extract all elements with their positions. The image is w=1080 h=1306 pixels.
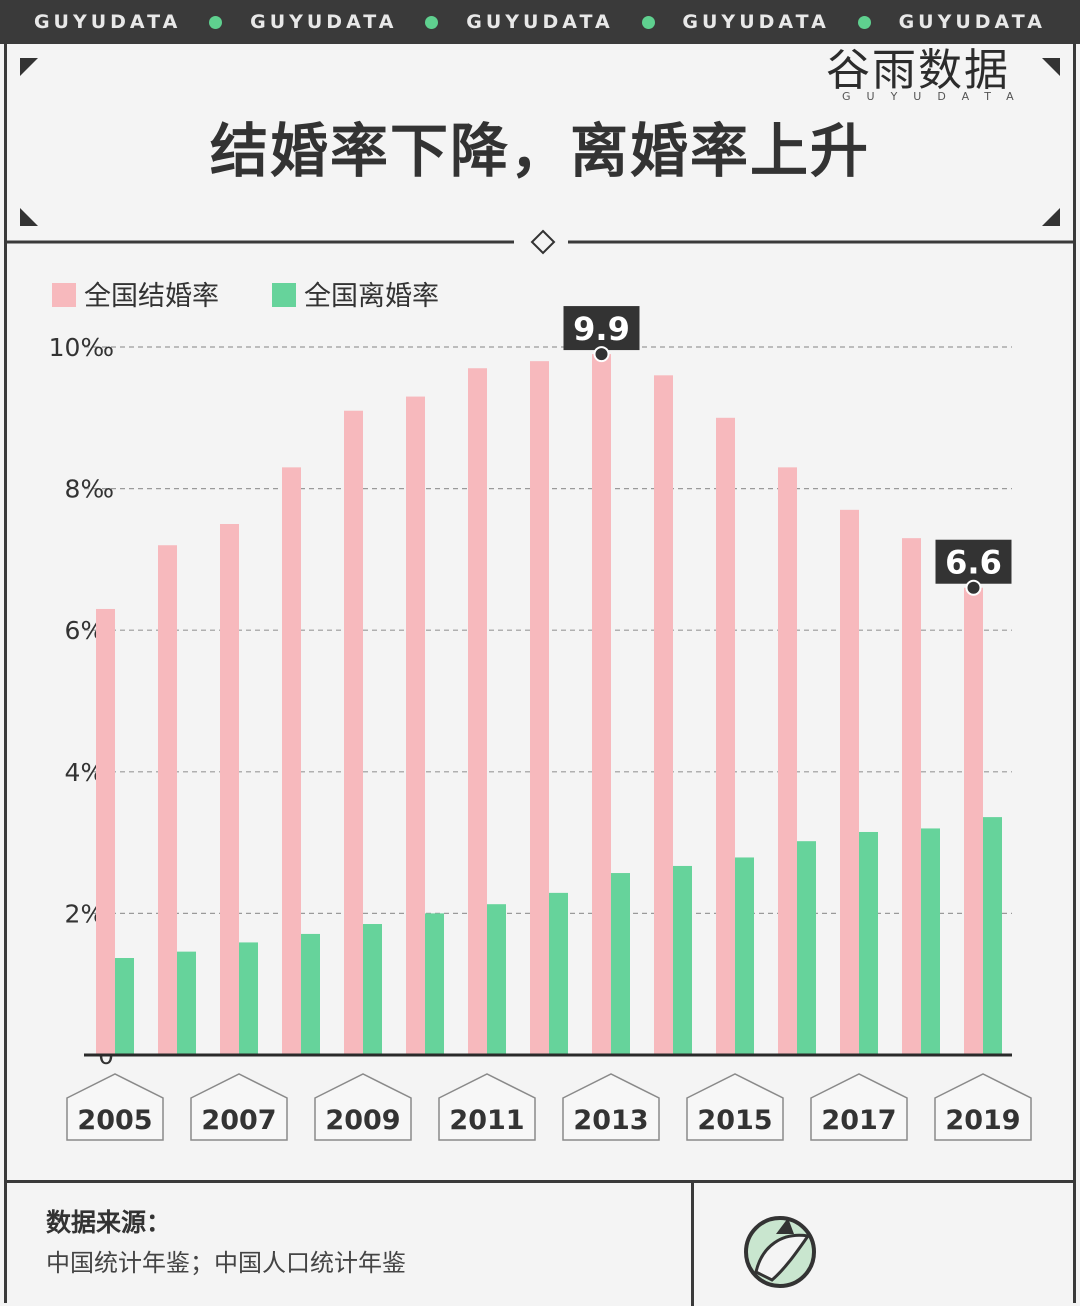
bar-divorce-rate	[735, 857, 754, 1055]
corner-icon	[20, 208, 38, 226]
data-label: 6.6	[935, 539, 1012, 596]
x-axis-ticks: 2005 2007 2009 2011 2013 2015 2017 2019	[66, 1073, 1032, 1141]
data-point-marker	[965, 579, 982, 596]
x-tick-label: 2011	[449, 1105, 524, 1136]
x-tick-tag	[810, 1073, 908, 1141]
data-label-text: 6.6	[945, 544, 1002, 582]
title-decoration	[4, 58, 1076, 255]
source-text: 中国统计年鉴；中国人口统计年鉴	[46, 1249, 406, 1277]
legend-label-divorce: 全国离婚率	[304, 281, 439, 312]
brand-strip: GUYUDATA GUYUDATA GUYUDATA GUYUDATA GUYU…	[0, 0, 1080, 44]
x-tick-label: 2015	[697, 1105, 772, 1136]
bar-marriage-rate	[158, 545, 177, 1055]
footer: 数据来源： 中国统计年鉴；中国人口统计年鉴	[4, 1180, 1076, 1306]
corner-icon	[1042, 208, 1060, 226]
brand-text: GUYUDATA	[682, 11, 830, 33]
bar-marriage-rate	[902, 538, 921, 1055]
brand-text: GUYUDATA	[33, 11, 182, 33]
x-tick-tag	[934, 1073, 1032, 1141]
dot-icon	[641, 15, 655, 29]
x-tick: 2017	[810, 1073, 908, 1141]
bar-divorce-rate	[115, 958, 134, 1055]
bar-marriage-rate	[468, 368, 487, 1055]
data-point-marker	[593, 346, 610, 363]
brand-text: GUYUDATA	[898, 11, 1046, 33]
x-tick: 2013	[562, 1073, 660, 1141]
bar-divorce-rate	[611, 873, 630, 1055]
bar-divorce-rate	[177, 951, 196, 1055]
bar-marriage-rate	[778, 467, 797, 1055]
bar-marriage-rate	[654, 375, 673, 1055]
x-tick-label: 2013	[573, 1105, 648, 1136]
brand-text: GUYUDATA	[250, 11, 398, 33]
x-tick-label: 2017	[821, 1105, 896, 1136]
bar-divorce-rate	[673, 865, 692, 1055]
x-tick-tag	[314, 1073, 412, 1141]
logo-subtitle: GUYUDATA	[842, 90, 1030, 103]
dot-icon	[857, 15, 871, 29]
x-tick: 2011	[438, 1073, 536, 1141]
logo-icon	[744, 1216, 816, 1288]
legend-swatch-divorce	[272, 283, 296, 307]
footer-divider	[691, 1183, 694, 1306]
page-title: 结婚率下降，离婚率上升	[209, 117, 870, 185]
bar-marriage-rate	[716, 417, 735, 1055]
bar-chart: 全国结婚率 全国离婚率 02‰4‰6‰8‰10‰ 200520072009201…	[49, 281, 1032, 1141]
x-tick-label: 2007	[201, 1105, 276, 1136]
diamond-icon	[530, 229, 556, 255]
x-tick-label: 2005	[77, 1105, 152, 1136]
x-tick-tag	[686, 1073, 784, 1141]
bar-marriage-rate	[220, 524, 239, 1055]
bar-divorce-rate	[797, 841, 816, 1055]
x-tick-tag	[190, 1073, 288, 1141]
content-frame	[4, 44, 1076, 1303]
data-label-box	[935, 539, 1012, 584]
y-tick-label: 8‰	[65, 475, 114, 504]
bar-divorce-rate	[363, 924, 382, 1055]
data-label: 9.9	[563, 306, 640, 363]
source-title: 数据来源：	[46, 1208, 172, 1237]
bars	[96, 354, 1002, 1056]
bar-marriage-rate	[282, 467, 301, 1055]
x-tick-tag	[562, 1073, 660, 1141]
bar-marriage-rate	[964, 587, 983, 1055]
bar-divorce-rate	[301, 933, 320, 1055]
bar-divorce-rate	[239, 942, 258, 1055]
x-tick: 2009	[314, 1073, 412, 1141]
bar-marriage-rate	[592, 354, 611, 1056]
bar-divorce-rate	[983, 817, 1002, 1055]
annotations: 9.9 6.6	[563, 306, 1012, 596]
y-tick-label: 10‰	[49, 333, 114, 362]
data-label-text: 9.9	[573, 310, 630, 348]
legend: 全国结婚率 全国离婚率	[52, 281, 439, 312]
x-tick-label: 2019	[945, 1105, 1020, 1136]
dot-icon	[209, 15, 223, 29]
logo-name: 谷雨数据	[826, 45, 1010, 96]
x-tick: 2015	[686, 1073, 784, 1141]
data-label-box	[563, 306, 640, 351]
bar-marriage-rate	[406, 396, 425, 1055]
bar-marriage-rate	[344, 410, 363, 1056]
corner-icon	[20, 58, 38, 76]
dot-icon	[425, 15, 439, 29]
corner-icon	[1042, 58, 1060, 76]
bar-divorce-rate	[921, 828, 940, 1055]
bar-marriage-rate	[840, 509, 859, 1056]
bar-marriage-rate	[96, 608, 115, 1055]
x-tick: 2007	[190, 1073, 288, 1141]
x-tick: 2005	[66, 1073, 164, 1141]
brand-text: GUYUDATA	[466, 11, 614, 33]
bar-divorce-rate	[425, 913, 444, 1055]
x-tick-tag	[438, 1073, 536, 1141]
legend-swatch-marriage	[52, 283, 76, 307]
bar-divorce-rate	[859, 831, 878, 1055]
x-tick-label: 2009	[325, 1105, 400, 1136]
bar-marriage-rate	[530, 361, 549, 1055]
legend-label-marriage: 全国结婚率	[84, 281, 219, 312]
bar-divorce-rate	[549, 892, 568, 1055]
x-tick-tag	[66, 1073, 164, 1141]
x-tick: 2019	[934, 1073, 1032, 1141]
bar-divorce-rate	[487, 904, 506, 1055]
